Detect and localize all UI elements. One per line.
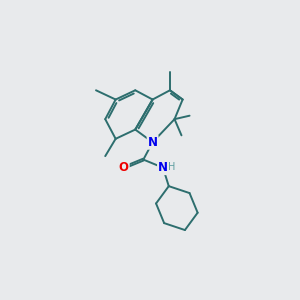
Text: H: H (168, 161, 176, 172)
Text: N: N (148, 136, 158, 149)
Text: O: O (119, 161, 129, 174)
Text: N: N (158, 161, 168, 174)
